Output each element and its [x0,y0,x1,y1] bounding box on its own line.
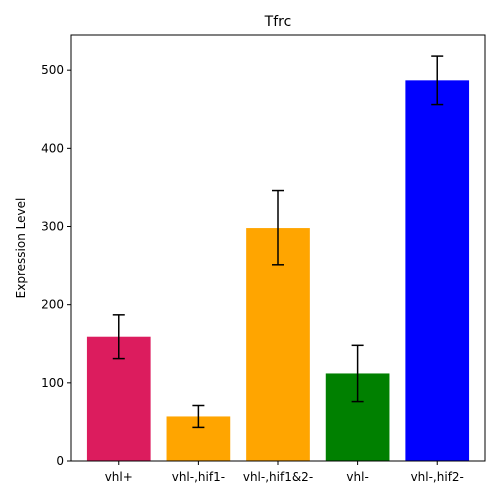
chart-title: Tfrc [264,14,292,30]
axes-group: 0 100 200 300 400 500 vhl+ vhl-,hif1- vhl-,hif1&… [41,34,486,484]
x-tick-label-4: vhl-,hif2- [411,470,464,484]
y-axis-label: Expression Level [14,198,28,299]
error-bar-3 [351,344,364,403]
y-tick-label-0: 0 [56,454,64,468]
error-bars-group [112,55,444,429]
x-tick-label-1: vhl-,hif1- [172,470,225,484]
bar-2 [246,228,310,461]
error-bar-0 [112,314,125,360]
y-tick-label-1: 100 [41,376,64,390]
y-tick-label-4: 400 [41,141,64,155]
error-bar-1 [192,404,205,429]
bars-group [86,80,470,461]
error-bar-4 [431,55,444,106]
x-tick-label-3: vhl- [346,470,368,484]
error-bar-2 [272,189,284,266]
y-tick-label-5: 500 [41,63,64,77]
y-tick-label-3: 300 [41,220,64,234]
x-tick-label-0: vhl+ [105,470,133,484]
y-tick-label-2: 200 [41,298,64,312]
bar-4 [405,80,470,461]
x-tick-label-2: vhl-,hif1&2- [243,470,313,484]
